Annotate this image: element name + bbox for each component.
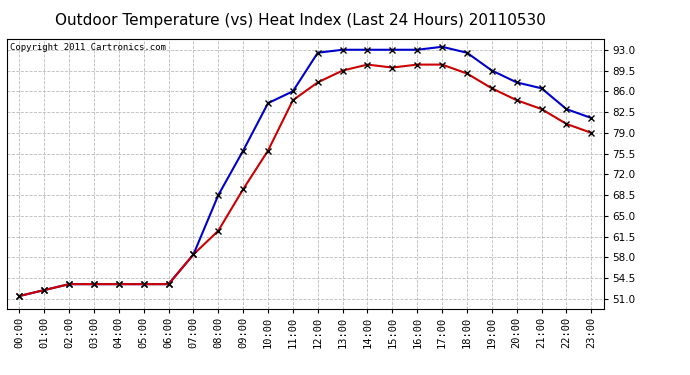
Text: Outdoor Temperature (vs) Heat Index (Last 24 Hours) 20110530: Outdoor Temperature (vs) Heat Index (Las… — [55, 13, 546, 28]
Text: Copyright 2011 Cartronics.com: Copyright 2011 Cartronics.com — [10, 44, 166, 52]
